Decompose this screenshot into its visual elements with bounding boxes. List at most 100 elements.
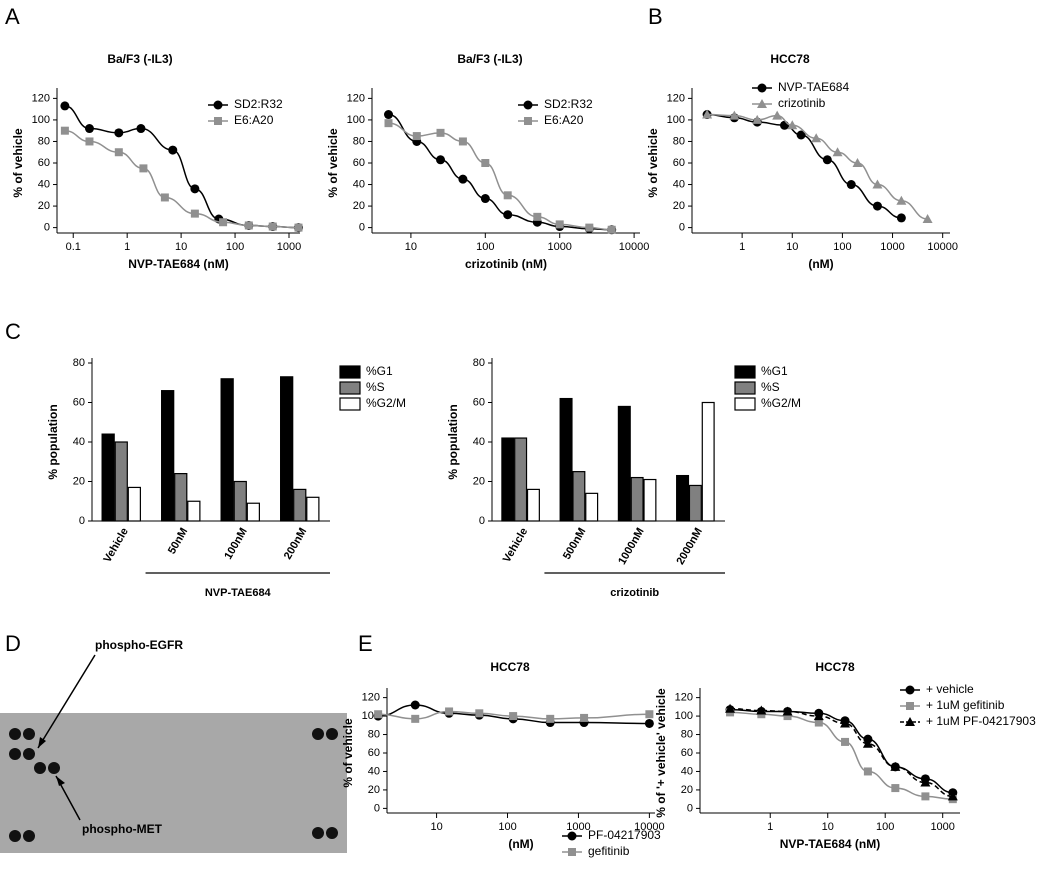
marker <box>921 792 930 801</box>
marker <box>772 110 783 120</box>
x-tick-label: 10000 <box>634 821 665 833</box>
marker <box>814 718 823 727</box>
y-tick-label: 0 <box>687 802 693 814</box>
panel-label: C <box>5 319 21 344</box>
x-tick-label: 10 <box>786 241 798 253</box>
y-tick-label: 80 <box>673 135 685 147</box>
y-tick-label: 20 <box>38 200 50 212</box>
marker <box>872 179 883 189</box>
marker <box>85 137 94 146</box>
y-tick-label: 120 <box>667 92 685 104</box>
x-tick-label: 10 <box>175 241 187 253</box>
marker <box>480 194 490 204</box>
bar <box>161 390 175 522</box>
group-label: crizotinib <box>610 587 659 599</box>
x-tick-label: 500nM <box>561 526 589 562</box>
marker <box>644 718 654 728</box>
marker <box>906 702 914 710</box>
series-line <box>388 113 612 231</box>
marker <box>136 124 146 134</box>
x-tick-label: 100 <box>476 241 494 253</box>
x-tick-label: 10 <box>430 821 442 833</box>
y-tick-label: 20 <box>681 784 693 796</box>
marker <box>114 128 124 138</box>
marker <box>862 738 873 748</box>
marker <box>846 180 856 190</box>
marker <box>412 132 421 141</box>
marker <box>436 155 446 165</box>
chart-title: Ba/F3 (-IL3) <box>457 52 522 66</box>
x-tick-label: 1 <box>767 821 773 833</box>
legend-swatch <box>339 365 361 379</box>
marker <box>268 222 277 231</box>
bar <box>526 488 540 522</box>
y-axis-label: % of vehicle <box>11 128 25 198</box>
legend-swatch <box>734 397 756 411</box>
x-tick-label: Vehicle <box>102 526 131 565</box>
y-tick-label: 60 <box>368 747 380 759</box>
legend-label: gefitinib <box>588 844 630 858</box>
bar <box>572 471 586 522</box>
series-line <box>64 129 299 229</box>
marker <box>509 712 518 721</box>
marker <box>503 210 513 220</box>
marker <box>168 145 178 155</box>
series-line <box>707 113 928 220</box>
marker <box>139 164 148 173</box>
x-tick-label: 50nM <box>166 526 190 556</box>
x-tick-label: 1 <box>124 241 130 253</box>
marker <box>787 120 798 130</box>
marker <box>190 209 199 218</box>
group-label: NVP-TAE684 <box>205 587 272 599</box>
y-tick-label: 20 <box>353 200 365 212</box>
chart: % population 0 20 40 60 80 Vehicle 500nM 1000nM 2… <box>446 357 801 599</box>
x-tick-label: 10 <box>405 241 417 253</box>
marker <box>160 193 169 202</box>
bar <box>174 473 188 522</box>
y-tick-label: 20 <box>473 475 485 487</box>
marker <box>374 710 383 719</box>
panel-label: D <box>5 631 21 656</box>
legend-label: + 1uM gefitinib <box>926 698 1005 712</box>
x-tick-label: 1000 <box>880 241 904 253</box>
y-tick-label: 100 <box>347 114 365 126</box>
marker <box>475 709 484 718</box>
legend-label: crizotinib <box>778 96 826 110</box>
bar <box>701 401 715 522</box>
marker <box>905 685 915 695</box>
y-tick-label: 80 <box>681 728 693 740</box>
x-axis-label: crizotinib (nM) <box>465 257 547 271</box>
marker <box>481 159 490 167</box>
y-axis-label: % of vehicle <box>341 718 355 788</box>
x-tick-label: 2000nM <box>674 526 705 567</box>
marker <box>725 703 736 713</box>
x-tick-label: 1000 <box>566 821 590 833</box>
y-tick-label: 80 <box>473 357 485 369</box>
marker <box>568 848 576 856</box>
x-tick-label: Vehicle <box>501 526 530 565</box>
blot-label: phospho-MET <box>82 822 163 836</box>
legend-label: + 1uM PF-04217903 <box>926 714 1036 728</box>
chart-title: HCC78 <box>490 660 530 674</box>
bar <box>220 378 234 522</box>
legend-label: SD2:R32 <box>544 97 593 111</box>
marker <box>219 218 228 227</box>
legend-swatch <box>734 381 756 395</box>
legend-label: %G1 <box>366 364 393 378</box>
marker <box>294 223 303 232</box>
y-tick-label: 20 <box>368 784 380 796</box>
marker <box>896 213 906 223</box>
y-tick-label: 60 <box>473 396 485 408</box>
marker <box>896 195 907 205</box>
marker <box>796 130 806 140</box>
marker <box>436 128 445 137</box>
y-tick-label: 120 <box>347 92 365 104</box>
legend-label: E6:A20 <box>544 113 584 127</box>
y-tick-label: 0 <box>79 515 85 527</box>
y-tick-label: 60 <box>673 157 685 169</box>
y-tick-label: 60 <box>73 396 85 408</box>
marker <box>813 711 824 721</box>
y-tick-label: 120 <box>362 692 380 704</box>
marker <box>567 831 577 841</box>
